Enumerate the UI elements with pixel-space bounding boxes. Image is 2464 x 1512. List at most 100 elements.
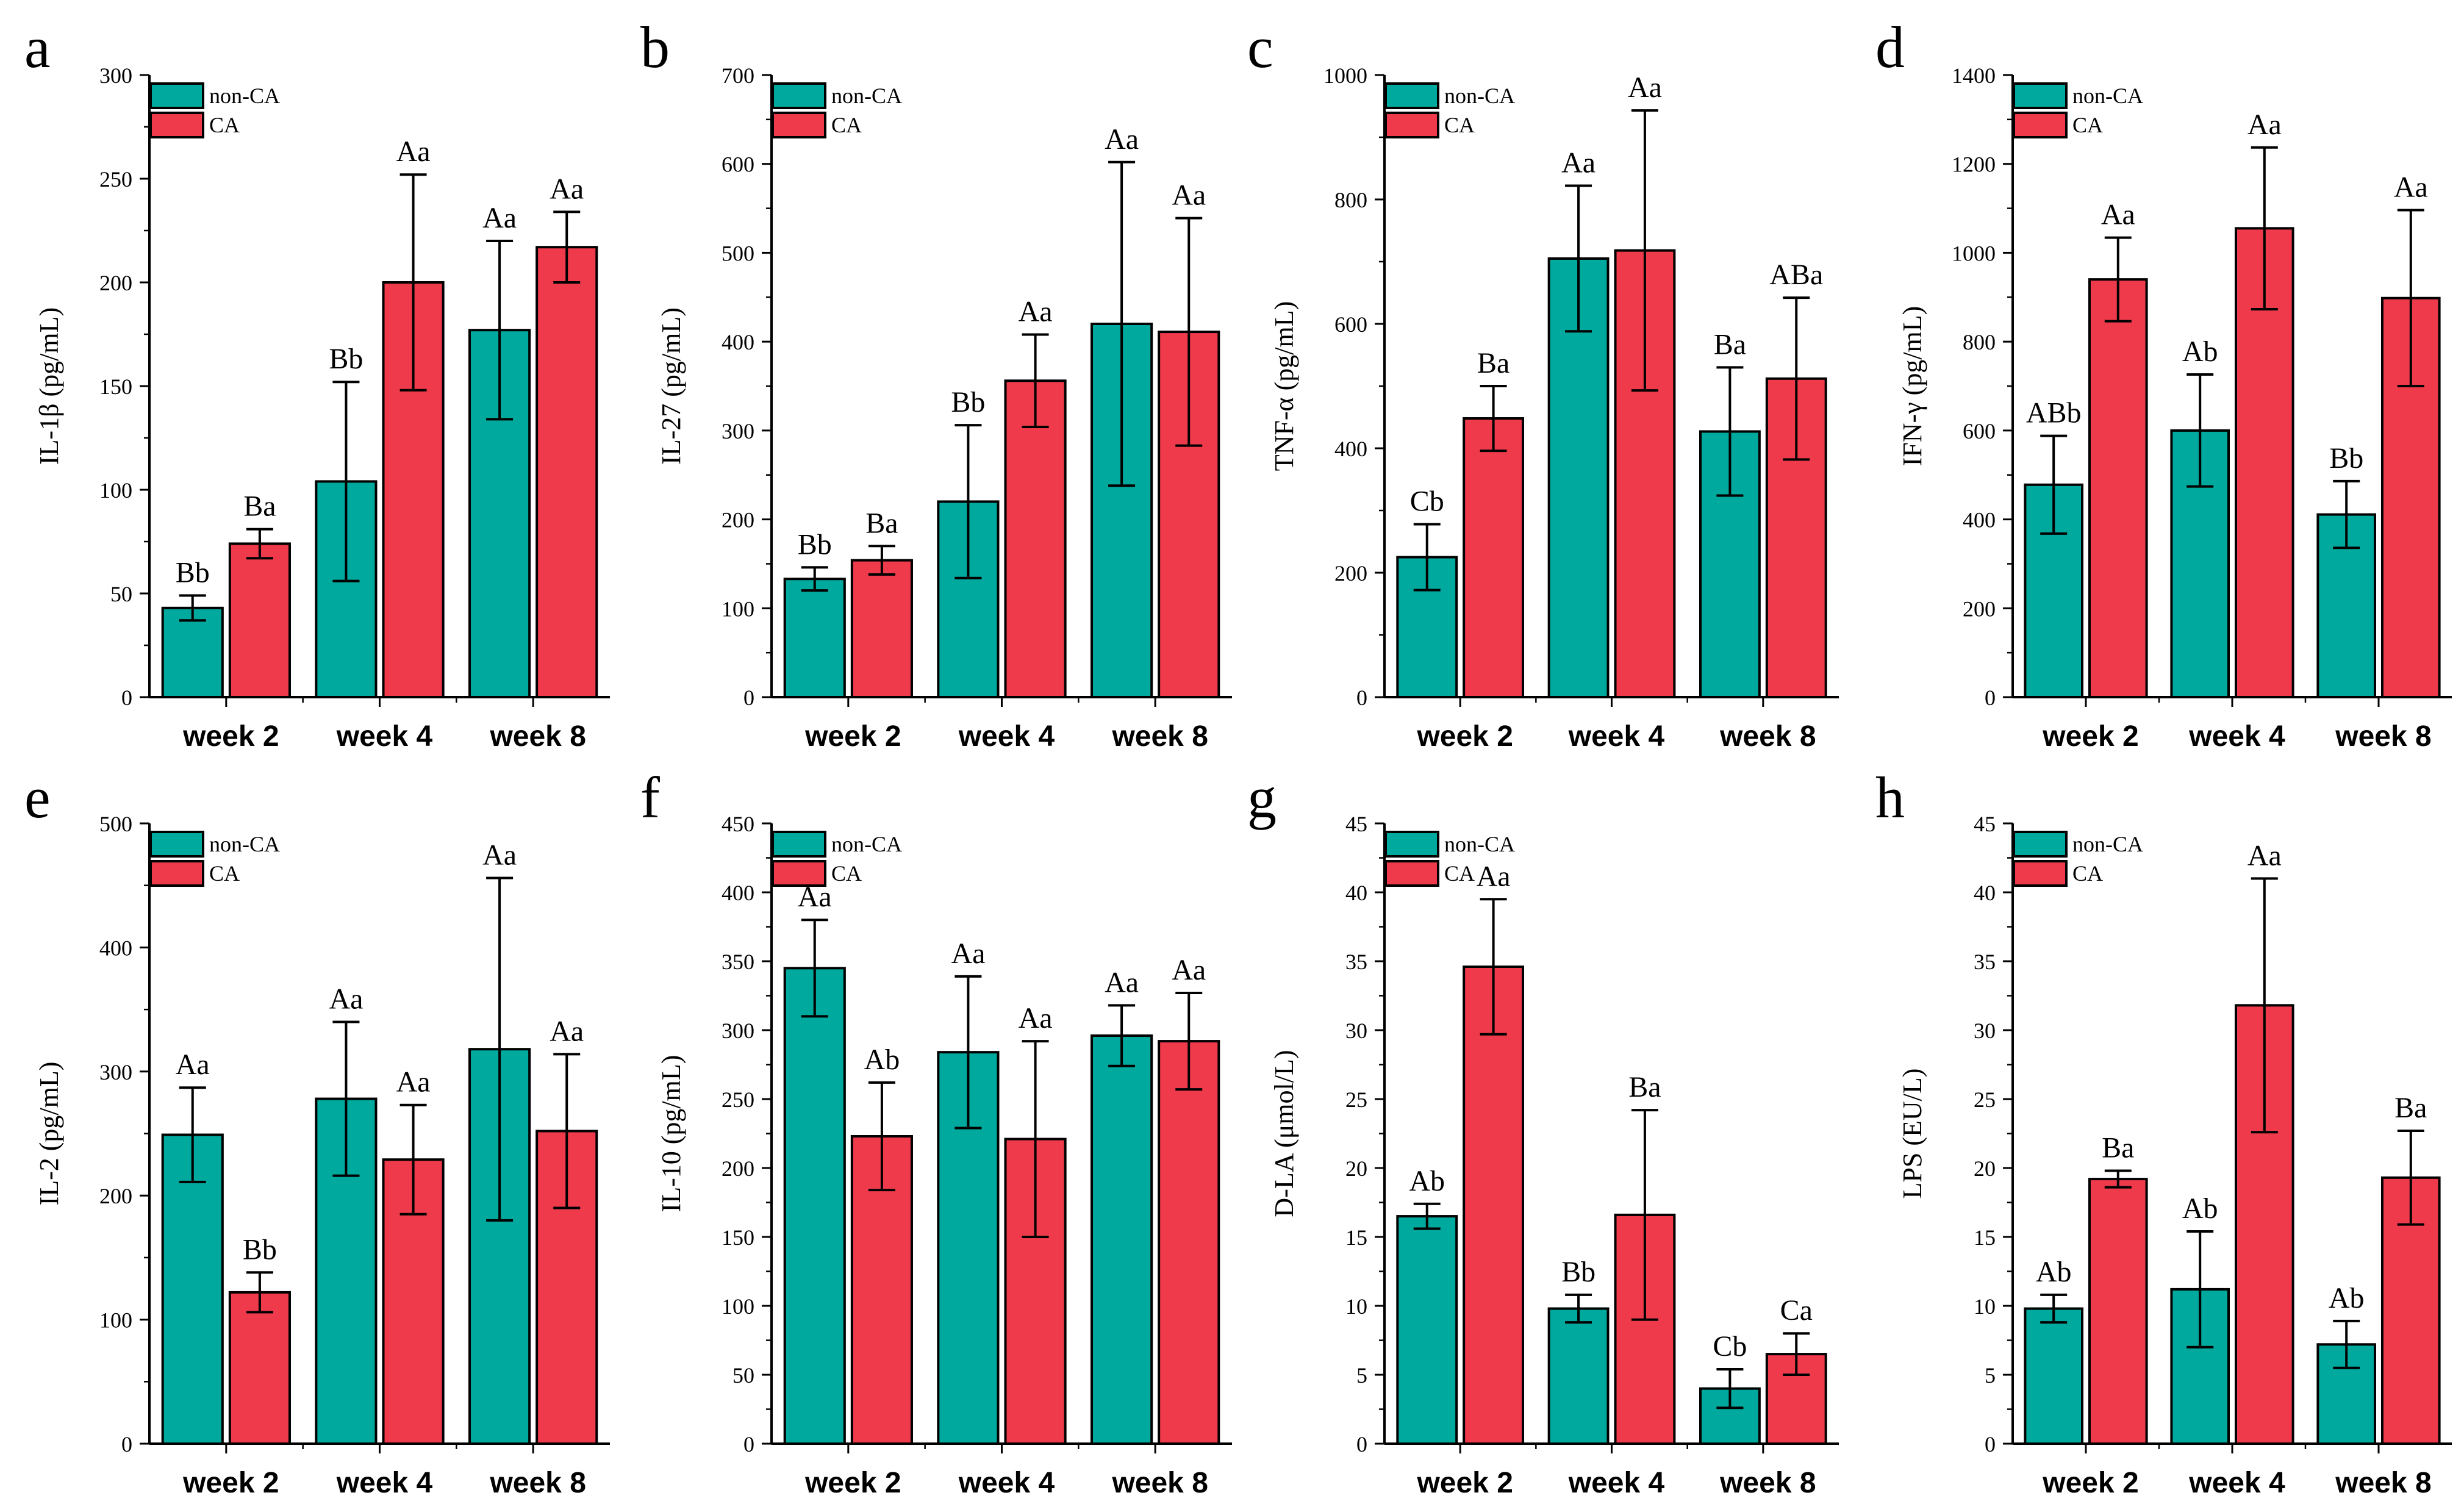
significance-label: Aa: [396, 135, 431, 168]
x-tick-label: week 4: [958, 720, 1055, 753]
chart-panel-d: d IFN-γ (pg/mL) 0 200 400 600 800 1000 1200 1400 w…: [1875, 15, 2452, 753]
significance-label: Aa: [550, 1015, 584, 1047]
bar-ca: [228, 542, 291, 699]
y-tick-label: 600: [1963, 419, 1996, 443]
y-tick-label: 0: [1985, 686, 1996, 710]
x-tick-label: week 8: [1719, 720, 1816, 753]
y-tick-label: 100: [722, 597, 754, 621]
significance-label: Aa: [482, 839, 517, 871]
x-tick-label: week 8: [1719, 1467, 1816, 1499]
x-tick-label: week 2: [804, 720, 901, 753]
bar-non-ca: [783, 967, 846, 1446]
x-tick-label: week 8: [2335, 1467, 2431, 1499]
bar-non-ca: [161, 606, 224, 698]
significance-label: Aa: [329, 983, 363, 1015]
significance-label: Aa: [2247, 109, 2282, 141]
y-tick-label: 20: [1345, 1156, 1367, 1181]
legend-swatch-non-ca: [1384, 82, 1439, 109]
significance-label: Cb: [1713, 1330, 1747, 1363]
x-tick-label: week 4: [2188, 720, 2285, 753]
panel-letter: d: [1875, 15, 1905, 80]
y-axis-label: LPS (EU/L): [1897, 1069, 1927, 1199]
y-axis-label: IL-1β (pg/mL): [34, 307, 64, 465]
significance-label: Aa: [482, 202, 517, 234]
bar-ca: [1004, 379, 1067, 698]
significance-label: Ab: [2182, 1192, 2218, 1225]
y-tick-label: 300: [99, 63, 132, 88]
bar-ca: [2088, 1178, 2148, 1445]
x-tick-label: week 2: [182, 720, 279, 753]
legend-label: non-CA: [831, 832, 902, 856]
panel-letter: a: [24, 15, 51, 80]
significance-label: Bb: [176, 556, 210, 589]
x-tick-label: week 2: [182, 1467, 279, 1499]
y-tick-label: 400: [722, 330, 754, 354]
legend-label: CA: [831, 113, 862, 137]
y-axis-label: D-LA (μmol/L): [1269, 1050, 1299, 1217]
bar-non-ca: [1396, 1215, 1458, 1445]
panel-letter: h: [1875, 765, 1905, 830]
significance-label: Ba: [2102, 1132, 2134, 1164]
y-tick-label: 250: [722, 1087, 754, 1112]
legend-swatch-ca: [2013, 112, 2068, 138]
significance-label: Ba: [1477, 347, 1510, 379]
significance-label: Bb: [329, 343, 363, 375]
significance-label: Aa: [2101, 199, 2135, 231]
panel-letter: g: [1247, 765, 1277, 830]
significance-label: Aa: [1019, 295, 1053, 328]
significance-label: ABa: [1769, 259, 1823, 291]
legend-swatch-ca: [149, 860, 204, 887]
bar-ca: [850, 559, 913, 698]
y-tick-label: 15: [1974, 1225, 1996, 1250]
x-tick-label: week 4: [1568, 720, 1665, 753]
y-tick-label: 100: [99, 478, 132, 503]
bar-non-ca: [1091, 1034, 1153, 1446]
legend-swatch-non-ca: [2013, 831, 2068, 858]
x-tick-label: week 8: [2335, 720, 2431, 753]
x-tick-label: week 2: [804, 1467, 901, 1499]
y-tick-label: 300: [722, 419, 754, 443]
y-tick-label: 400: [722, 881, 754, 905]
legend-label: non-CA: [209, 84, 280, 108]
y-tick-label: 150: [99, 374, 132, 399]
y-tick-label: 50: [732, 1363, 754, 1388]
y-tick-label: 600: [1334, 312, 1367, 337]
significance-label: Cb: [1410, 485, 1444, 517]
y-tick-label: 1000: [1323, 63, 1367, 88]
legend-swatch-ca: [1384, 860, 1439, 887]
x-tick-label: week 2: [2042, 1467, 2138, 1499]
bar-ca: [1463, 966, 1525, 1446]
significance-label: Aa: [2247, 839, 2282, 872]
legend-swatch-ca: [772, 112, 826, 138]
y-tick-label: 200: [99, 1184, 132, 1208]
legend-label: CA: [1444, 113, 1475, 137]
legend-swatch-ca: [2013, 860, 2068, 887]
bar-non-ca: [161, 1133, 224, 1446]
y-tick-label: 25: [1345, 1087, 1367, 1112]
significance-label: Aa: [1105, 123, 1139, 156]
legend-label: CA: [209, 861, 240, 886]
significance-label: Aa: [2394, 171, 2428, 203]
y-tick-label: 450: [722, 812, 754, 836]
legend-label: CA: [831, 861, 862, 886]
y-tick-label: 100: [99, 1308, 132, 1333]
y-tick-label: 10: [1345, 1294, 1367, 1319]
panel-letter: f: [640, 765, 660, 830]
significance-label: Aa: [1105, 966, 1139, 998]
y-tick-label: 400: [1334, 437, 1367, 461]
significance-label: Aa: [176, 1048, 210, 1081]
y-tick-label: 1400: [1952, 63, 1996, 88]
y-tick-label: 800: [1963, 330, 1996, 354]
bar-non-ca: [783, 578, 846, 699]
y-tick-label: 30: [1345, 1019, 1367, 1043]
bar-ca: [535, 246, 598, 698]
y-tick-label: 45: [1974, 812, 1996, 836]
significance-label: Bb: [951, 386, 985, 418]
y-tick-label: 1200: [1952, 152, 1996, 177]
chart-panel-h: h LPS (EU/L) 0 5 10 15 20 25 30 35 40 45 week 2 Ab Ba w…: [1875, 765, 2452, 1499]
y-tick-label: 200: [722, 508, 754, 532]
significance-label: Ab: [2329, 1282, 2365, 1314]
legend-label: non-CA: [2072, 84, 2143, 108]
significance-label: Aa: [1628, 71, 1662, 104]
